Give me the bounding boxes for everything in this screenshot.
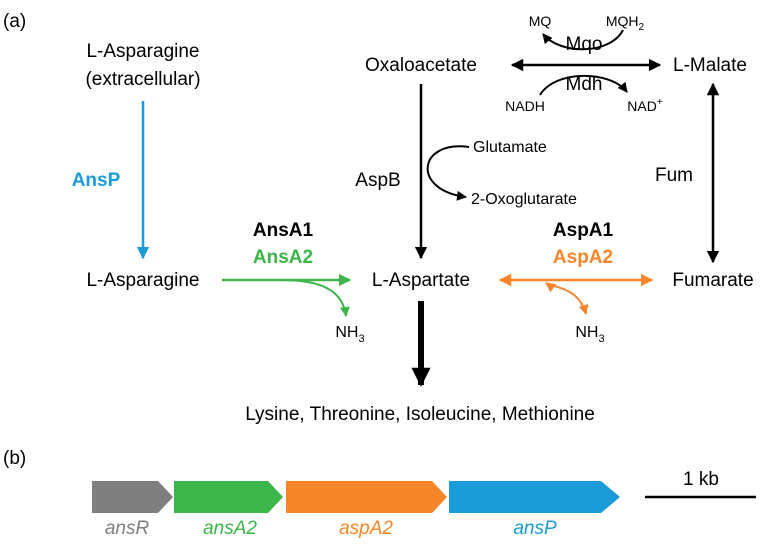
nh3-right-subscript: 3 <box>598 333 604 345</box>
gene-aspa2-label: aspA2 <box>339 518 393 539</box>
panel-a-label: (a) <box>3 11 26 32</box>
gene-aspa2-arrow <box>286 481 447 513</box>
oxaloacetate-label: Oxaloacetate <box>365 55 477 76</box>
aspartate-label: L-Aspartate <box>372 270 470 291</box>
ansp-enzyme-label: AnsP <box>72 170 121 191</box>
ansa-nh3-release-arrow <box>281 279 350 317</box>
gene-cluster <box>92 481 620 513</box>
mqh2-label: MQH2 <box>606 13 645 33</box>
mqh2-subscript: 2 <box>639 22 645 33</box>
gene-ansp-arrow <box>449 481 620 513</box>
ansa2-enzyme-label: AnsA2 <box>253 247 313 268</box>
nh3-right-label: NH3 <box>575 324 604 345</box>
asparagine-extracellular-label: L-Asparagine <box>86 41 199 62</box>
panel-b-label: (b) <box>3 448 26 469</box>
asparagine-label: L-Asparagine <box>86 270 199 291</box>
mqo-cofactor-arc <box>542 29 624 51</box>
nh3-left-subscript: 3 <box>358 333 364 345</box>
nad-base: NAD <box>627 98 657 114</box>
nh3-left-label: NH3 <box>335 324 364 345</box>
mq-label: MQ <box>529 13 552 29</box>
end-products-label: Lysine, Threonine, Isoleucine, Methionin… <box>245 404 595 425</box>
gene-ansa2-label: ansA2 <box>203 518 257 539</box>
scale-bar-label: 1 kb <box>683 469 719 490</box>
aspa2-enzyme-label: AspA2 <box>553 247 613 268</box>
gene-ansp-label: ansP <box>513 518 557 539</box>
nh3-right-base: NH <box>575 324 598 341</box>
ansa1-enzyme-label: AnsA1 <box>253 220 314 241</box>
glutamate-label: Glutamate <box>473 139 547 156</box>
gene-ansr-label: ansR <box>105 518 150 539</box>
aspa-nh3-release-arrow <box>545 282 589 315</box>
mdh-enzyme-label: Mdh <box>566 74 603 95</box>
mqo-enzyme-label: Mqo <box>566 34 603 55</box>
aspa1-enzyme-label: AspA1 <box>553 220 614 241</box>
gene-ansr-arrow <box>92 481 173 513</box>
nad-superscript: + <box>657 97 663 108</box>
nh3-left-base: NH <box>335 324 358 341</box>
malate-label: L-Malate <box>673 55 747 76</box>
fumarate-label: Fumarate <box>672 270 753 291</box>
nadh-label: NADH <box>505 98 545 114</box>
fum-enzyme-label: Fum <box>655 165 693 186</box>
oxoglutarate-label: 2-Oxoglutarate <box>471 191 577 208</box>
extracellular-label: (extracellular) <box>85 69 200 90</box>
mdh-cofactor-arc <box>539 74 628 96</box>
mqh2-base: MQH <box>606 13 639 29</box>
aspb-cosubstrate-arrow <box>426 145 470 201</box>
gene-ansa2-arrow <box>174 481 283 513</box>
aspb-enzyme-label: AspB <box>355 170 400 191</box>
nad-label: NAD+ <box>627 97 663 114</box>
